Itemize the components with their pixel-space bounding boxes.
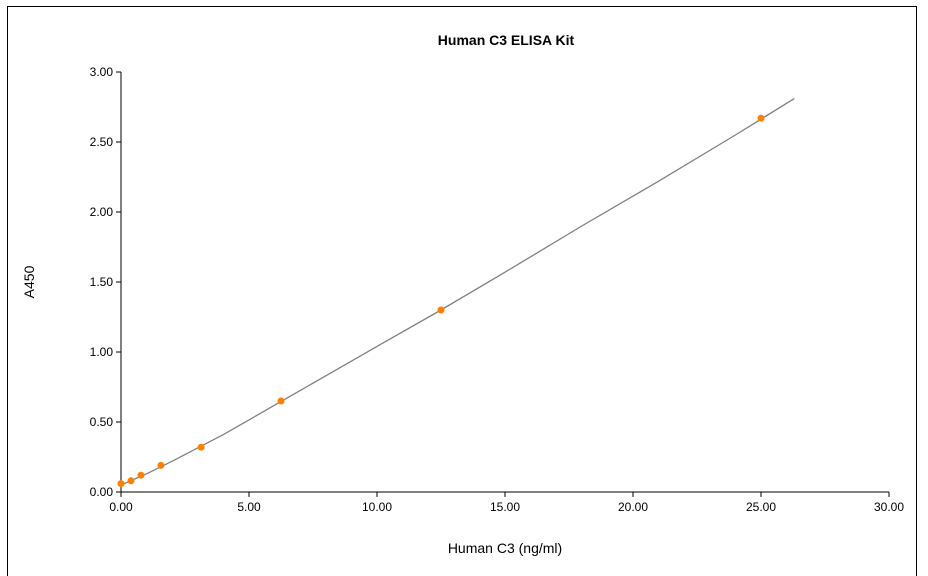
- y-tick-label: 2.00: [90, 205, 114, 219]
- chart-frame: [7, 6, 917, 576]
- y-tick-label: 2.50: [90, 135, 114, 149]
- x-tick-label: 15.00: [490, 500, 520, 514]
- x-axis-label: Human C3 (ng/ml): [448, 540, 562, 556]
- data-point: [437, 306, 445, 314]
- y-tick-label: 1.50: [90, 275, 114, 289]
- data-point: [277, 397, 285, 405]
- data-point: [117, 480, 125, 488]
- x-tick-label: 10.00: [362, 500, 392, 514]
- fit-curve-line: [120, 98, 795, 486]
- x-tick-label: 0.00: [109, 500, 133, 514]
- chart-title: Human C3 ELISA Kit: [438, 32, 575, 48]
- y-tick-label: 0.00: [90, 485, 114, 499]
- tick-group: 0.00 5.00 10.00 15.00 20.00 25.00 30.00 0.00 0.5…: [90, 65, 905, 514]
- x-tick-label: 5.00: [237, 500, 261, 514]
- y-tick-label: 3.00: [90, 65, 114, 79]
- data-point: [137, 471, 145, 479]
- data-point: [157, 461, 165, 469]
- fit-curve-group: [120, 98, 795, 486]
- y-tick-label: 1.00: [90, 345, 114, 359]
- axes: [120, 72, 889, 493]
- y-axis-label: A450: [21, 265, 37, 298]
- y-tick-label: 0.50: [90, 415, 114, 429]
- data-point: [197, 443, 205, 451]
- x-tick-label: 20.00: [618, 500, 648, 514]
- data-point: [757, 114, 765, 122]
- data-point: [127, 477, 135, 485]
- data-points-group: [117, 114, 765, 488]
- x-tick-label: 25.00: [746, 500, 776, 514]
- x-tick-label: 30.00: [874, 500, 904, 514]
